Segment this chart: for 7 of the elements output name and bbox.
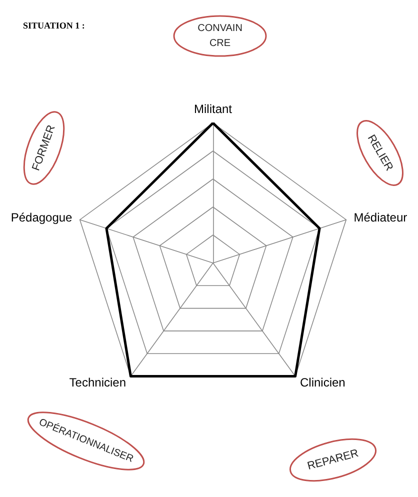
- spoke-label: Clinicien: [300, 376, 346, 390]
- spoke-label: Militant: [194, 102, 233, 116]
- spoke-label: Médiateur: [354, 210, 408, 224]
- spoke-label: Technicien: [69, 376, 126, 390]
- spoke-label: Pédagogue: [10, 210, 73, 224]
- chart-title: SITUATION 1 :: [23, 20, 85, 30]
- text: CONVAIN CRE: [198, 23, 242, 49]
